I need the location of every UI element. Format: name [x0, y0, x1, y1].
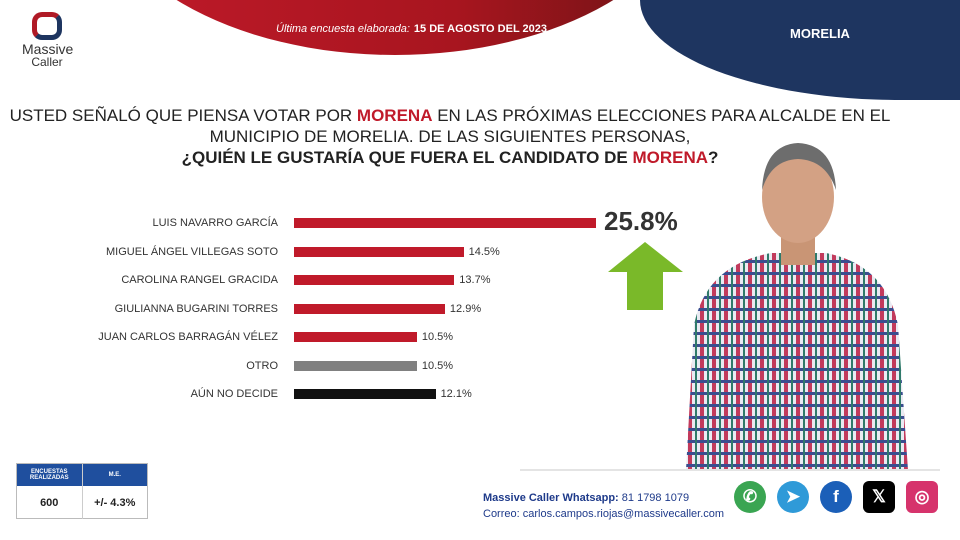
email-label: Correo: [483, 508, 520, 520]
header-blue-circle [640, 0, 960, 100]
whatsapp-number[interactable]: 81 1798 1079 [621, 492, 690, 504]
date-value: 15 DE AGOSTO DEL 2023 [413, 23, 547, 35]
q-party: MORENA [356, 106, 433, 125]
bar [294, 360, 417, 371]
telegram-icon[interactable]: ➤ [777, 481, 809, 513]
category-label: OTRO [246, 359, 278, 372]
category-label: GIULIANNA BUGARINI TORRES [114, 302, 278, 315]
survey-stats-table: ENCUESTAS REALIZADAS M.E. 600 +/- 4.3% [16, 463, 148, 519]
up-arrow-icon [608, 242, 683, 310]
x-icon[interactable]: 𝕏 [863, 481, 895, 513]
category-label: MIGUEL ÁNGEL VILLEGAS SOTO [106, 245, 278, 258]
logo-mark-icon [32, 12, 62, 40]
q-text: EN LAS PRÓXIMAS ELECCIONES PARA ALCALDE … [432, 106, 891, 125]
divider [520, 469, 940, 471]
facebook-icon[interactable]: f [820, 481, 852, 513]
leader-value: 25.8% [604, 206, 678, 236]
bar [294, 218, 596, 228]
q-text: ¿QUIÉN LE GUSTARÍA QUE FUERA EL CANDIDAT… [181, 148, 633, 167]
logo-text-1: Massive [22, 41, 74, 57]
whatsapp-icon[interactable]: ✆ [734, 481, 766, 513]
value-label: 12.9% [449, 302, 482, 315]
margin-value: +/- 4.3% [94, 496, 136, 509]
q-text: USTED SEÑALÓ QUE PIENSA VOTAR POR [9, 106, 357, 125]
value-label: 12.1% [440, 388, 472, 400]
date-label: Última encuesta elaborada: [276, 23, 410, 35]
value-label: 13.7% [459, 274, 491, 286]
bar [294, 303, 445, 314]
surveys-header: ENCUESTAS REALIZADAS [17, 464, 83, 486]
category-label: JUAN CARLOS BARRAGÁN VÉLEZ [98, 331, 278, 343]
email-link[interactable]: carlos.campos.riojas@massivecaller.com [522, 508, 725, 520]
bar [294, 332, 417, 342]
q-party: MORENA [632, 148, 708, 167]
value-label: 10.5% [421, 331, 454, 343]
question-line-1: USTED SEÑALÓ QUE PIENSA VOTAR POR MORENA… [0, 105, 900, 126]
survey-date: Última encuesta elaborada: 15 DE AGOSTO D… [276, 23, 547, 35]
q-text: ? [708, 148, 719, 167]
contact-info: Massive Caller Whatsapp: 81 1798 1079 Co… [483, 490, 724, 522]
question-line-3: ¿QUIÉN LE GUSTARÍA QUE FUERA EL CANDIDAT… [0, 147, 900, 168]
instagram-icon[interactable]: ◎ [906, 481, 938, 513]
city-label: MORELIA [790, 26, 850, 41]
whatsapp-label: Massive Caller Whatsapp: [483, 492, 619, 504]
logo-text-2: Caller [31, 55, 63, 69]
value-label: 10.5% [421, 359, 454, 372]
question-line-2: MUNICIPIO DE MORELIA. DE LAS SIGUIENTES … [209, 127, 691, 146]
value-label: 14.5% [468, 245, 500, 258]
bar [294, 275, 455, 285]
category-label: CAROLINA RANGEL GRACIDA [121, 274, 278, 286]
bar [294, 389, 436, 399]
category-label: AÚN NO DECIDE [190, 388, 278, 400]
surveys-value: 600 [17, 486, 83, 519]
candidate-photo [686, 143, 908, 470]
margin-header: M.E. [108, 472, 121, 478]
category-label: LUIS NAVARRO GARCÍA [152, 217, 278, 229]
massive-caller-logo: Massive Caller [22, 12, 74, 69]
bar [294, 246, 464, 257]
